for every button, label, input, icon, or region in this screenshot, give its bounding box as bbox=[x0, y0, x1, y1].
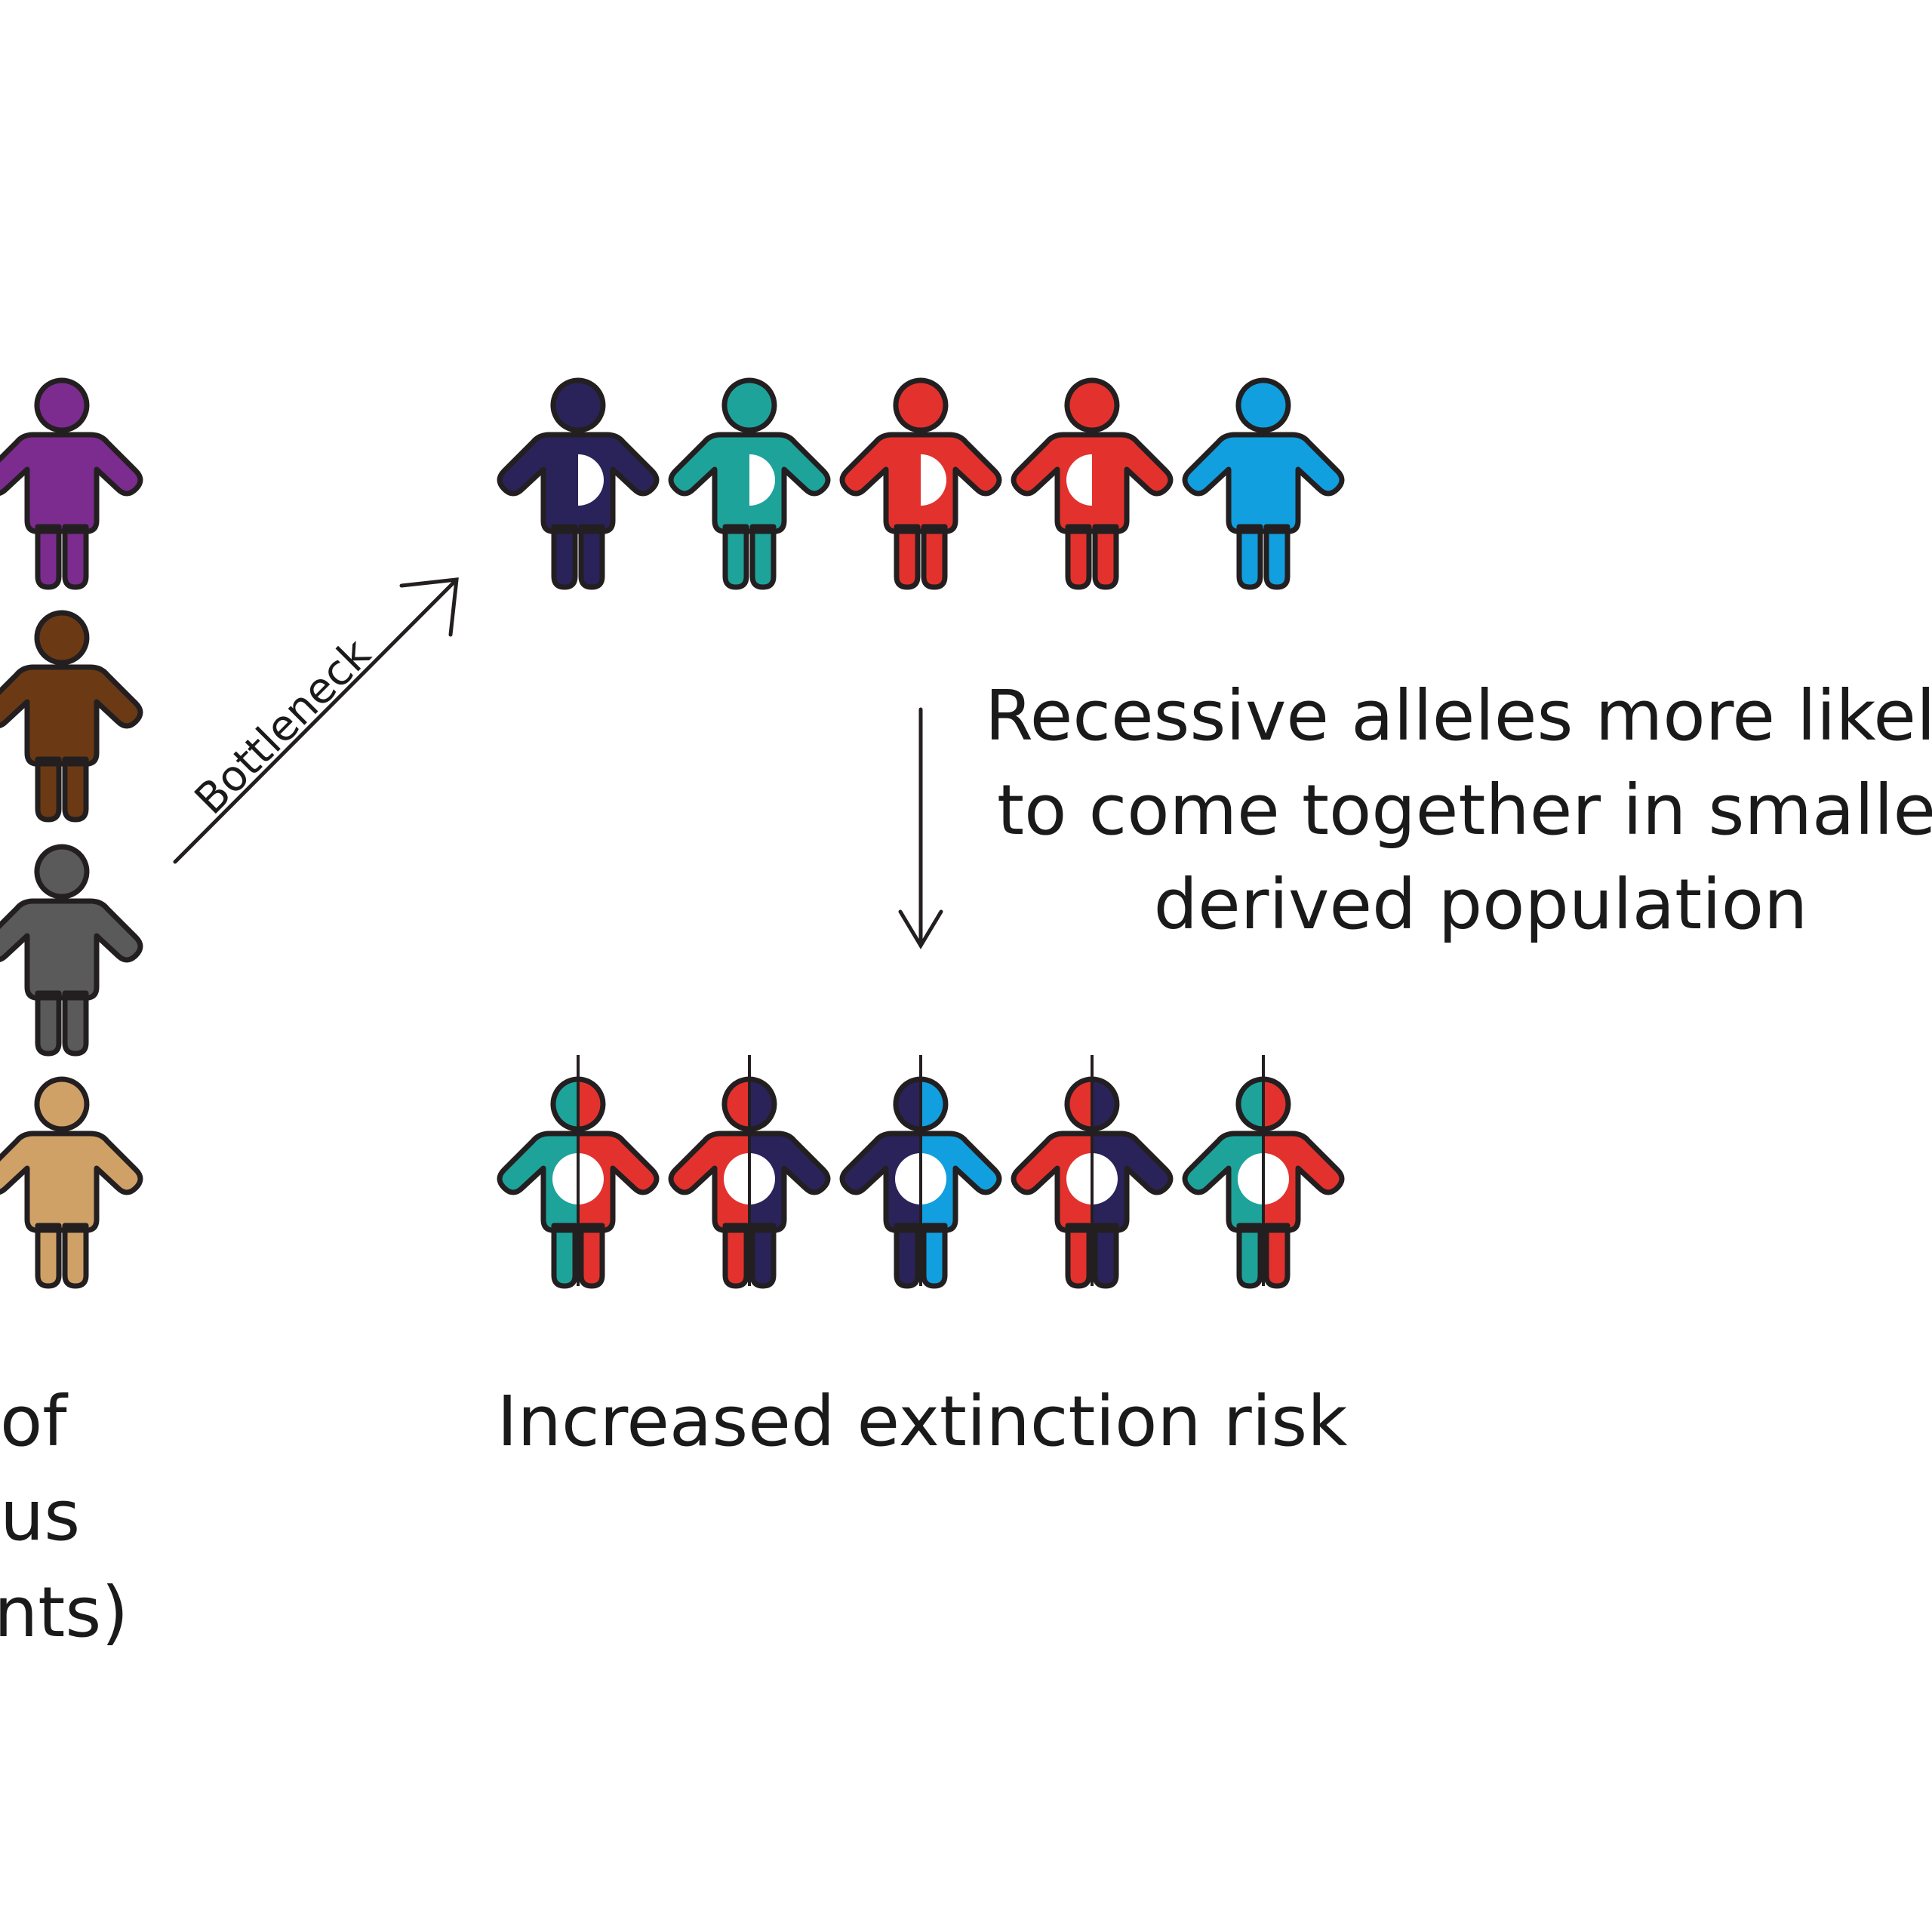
derived-population bbox=[497, 377, 1345, 590]
red-carrier-figure bbox=[1011, 377, 1174, 590]
bottleneck-label: Bottleneck bbox=[186, 629, 380, 824]
down-arrow bbox=[898, 707, 943, 949]
navy-carrier-figure bbox=[497, 377, 660, 590]
left-fragment-1: of bbox=[0, 1381, 69, 1462]
caption-line-1: Recessive alleles more likely bbox=[985, 675, 1932, 756]
recessive-alleles-caption: Recessive alleles more likely to come to… bbox=[985, 675, 1932, 945]
teal-carrier-figure bbox=[668, 377, 831, 590]
recessive-allele-mark bbox=[1066, 454, 1092, 506]
recessive-allele-mark bbox=[921, 454, 946, 506]
recessive-allele-mark bbox=[578, 454, 604, 506]
brown-figure bbox=[0, 610, 143, 823]
tan-figure bbox=[0, 1076, 143, 1289]
teal-red-homozygous-figure bbox=[497, 1055, 660, 1289]
blue-figure bbox=[1182, 377, 1345, 590]
left-fragment-2: us bbox=[0, 1475, 80, 1556]
caption-line-2: to come together in smaller bbox=[997, 770, 1932, 851]
source-population bbox=[0, 377, 143, 1289]
gray-figure bbox=[0, 844, 143, 1057]
teal-red-homozygous-figure bbox=[1182, 1055, 1345, 1289]
red-carrier-figure bbox=[839, 377, 1002, 590]
bottleneck-arrow bbox=[173, 577, 459, 864]
left-fragment-3: nts) bbox=[0, 1572, 128, 1653]
left-caption-fragments: of us nts) bbox=[0, 1381, 128, 1653]
recessive-allele-mark bbox=[749, 454, 775, 506]
offspring-population bbox=[497, 1055, 1345, 1289]
red-navy-homozygous-figure bbox=[1011, 1055, 1174, 1289]
red-navy-homozygous-figure bbox=[668, 1055, 831, 1289]
caption-line-3: derived population bbox=[1154, 864, 1808, 945]
navy-blue-homozygous-figure bbox=[839, 1055, 1002, 1289]
outcome-label: Increased extinction risk bbox=[497, 1381, 1349, 1462]
purple-figure bbox=[0, 377, 143, 590]
